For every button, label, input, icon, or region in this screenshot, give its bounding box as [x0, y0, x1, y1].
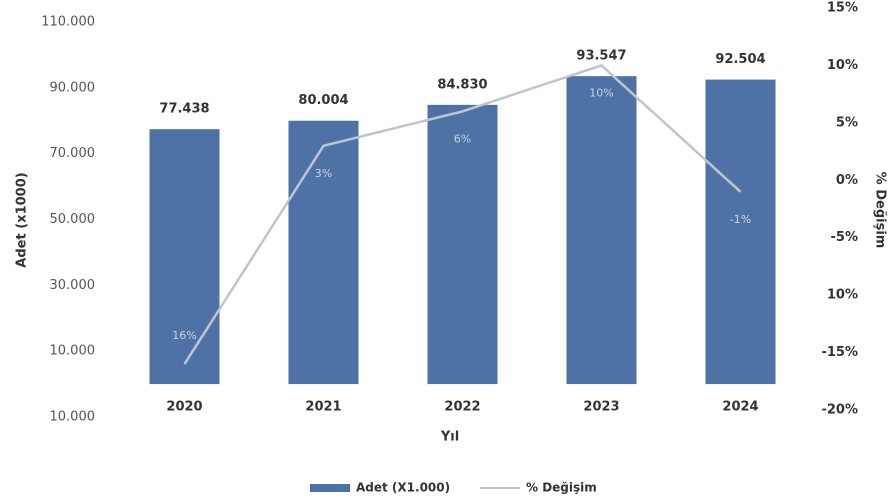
x-axis-title: Yıl [440, 430, 459, 445]
x-tick-label: 2024 [722, 400, 758, 415]
y2-tick-label: 10% [827, 288, 858, 303]
y-tick-label: 50.000 [50, 212, 96, 227]
bar [705, 79, 776, 385]
y-axis-title: Adet (x1000) [15, 172, 30, 267]
line-value-label: 16% [172, 329, 196, 342]
y-tick-label: 10.000 [50, 344, 96, 359]
line-value-label: 3% [315, 167, 332, 180]
y2-axis-title: % Değişim [873, 172, 888, 249]
bar [427, 104, 498, 385]
y2-tick-label: 10% [827, 58, 858, 73]
y-tick-label: 30.000 [50, 278, 96, 293]
legend-label: Adet (X1.000) [356, 481, 450, 495]
legend-swatch [310, 484, 350, 492]
line [183, 64, 742, 365]
x-tick-label: 2023 [583, 400, 619, 415]
y2-tick-label: 15% [827, 1, 858, 16]
line-value-label: 6% [454, 132, 471, 145]
y2-tick-label: -20% [821, 403, 858, 418]
legend-label: % Değişim [526, 481, 597, 495]
bar-value-label: 84.830 [437, 77, 487, 92]
bar-value-label: 80.004 [298, 93, 348, 108]
y2-tick-label: -5% [831, 230, 858, 245]
bar-value-label: 92.504 [715, 52, 765, 67]
y-tick-label: 90.000 [50, 80, 96, 95]
bar [149, 129, 220, 385]
y2-tick-label: 5% [836, 115, 858, 130]
y-tick-label: 110.000 [41, 15, 95, 30]
y-tick-label: 70.000 [50, 146, 96, 161]
bar [288, 120, 359, 385]
line-value-label: -1% [730, 213, 751, 226]
bar-value-label: 77.438 [159, 102, 209, 117]
y2-tick-label: -15% [821, 345, 858, 360]
y-tick-label: 10.000 [50, 410, 96, 425]
bar [566, 76, 637, 385]
line-value-label: 10% [589, 86, 613, 99]
x-tick-label: 2021 [305, 400, 341, 415]
y2-tick-label: 0% [836, 173, 858, 188]
bar-value-label: 93.547 [576, 49, 626, 64]
x-tick-label: 2020 [166, 400, 202, 415]
x-tick-label: 2022 [444, 400, 480, 415]
